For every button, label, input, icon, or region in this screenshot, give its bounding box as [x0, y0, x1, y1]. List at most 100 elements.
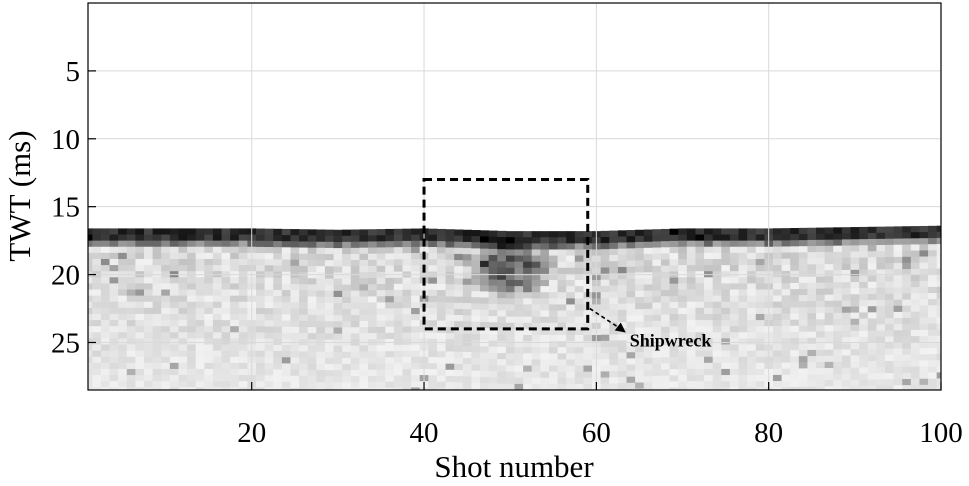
heatmap-cell	[712, 332, 722, 339]
heatmap-cell	[454, 388, 464, 390]
heatmap-cell	[118, 381, 128, 388]
heatmap-cell	[738, 277, 748, 284]
heatmap-cell	[471, 327, 481, 335]
heatmap-cell	[118, 368, 128, 376]
heatmap-cell	[256, 326, 266, 334]
heatmap-cell	[824, 227, 834, 235]
heatmap-cell	[566, 390, 575, 397]
heatmap-cell	[385, 381, 395, 389]
heatmap-cell	[781, 246, 791, 254]
heatmap-cell	[376, 369, 386, 377]
heatmap-cell	[652, 247, 662, 255]
heatmap-cell	[256, 381, 266, 389]
heatmap-cell	[161, 307, 171, 315]
heatmap-cell	[548, 231, 559, 238]
heatmap-cell	[583, 335, 593, 342]
heatmap-cell	[609, 365, 619, 372]
heatmap-cell	[729, 356, 740, 364]
heatmap-cell	[833, 318, 843, 326]
heatmap-cell	[617, 260, 628, 268]
heatmap-cell	[695, 313, 705, 321]
heatmap-cell	[635, 248, 645, 255]
heatmap-cell	[790, 240, 800, 247]
heatmap-cell	[92, 320, 102, 327]
heatmap-cell	[161, 344, 171, 352]
heatmap-cell	[807, 258, 817, 265]
heatmap-cell	[92, 295, 102, 303]
heatmap-cell	[273, 326, 283, 334]
heatmap-cell	[445, 284, 455, 291]
heatmap-cell	[686, 332, 697, 339]
heatmap-cell	[747, 344, 757, 352]
heatmap-cell	[135, 326, 145, 333]
heatmap-cell	[178, 234, 188, 242]
heatmap-cell	[643, 241, 653, 249]
heatmap-cell	[376, 375, 386, 383]
heatmap-cell	[195, 338, 205, 346]
heatmap-cell	[100, 307, 111, 315]
heatmap-cell	[238, 283, 248, 291]
heatmap-cell	[824, 306, 834, 314]
heatmap-cell	[729, 313, 740, 321]
heatmap-cell	[738, 283, 748, 291]
heatmap-cell	[187, 381, 197, 388]
heatmap-cell	[514, 261, 524, 269]
heatmap-cell	[471, 346, 481, 353]
heatmap-cell	[342, 296, 352, 304]
heatmap-cell	[574, 383, 585, 390]
heatmap-cell	[264, 363, 274, 370]
heatmap-cell	[316, 308, 326, 316]
heatmap-cell	[514, 371, 524, 379]
heatmap-cell	[204, 326, 214, 333]
heatmap-cell	[402, 369, 412, 376]
heatmap-cell	[436, 351, 447, 358]
heatmap-cell	[721, 228, 731, 236]
heatmap-cell	[721, 283, 731, 291]
heatmap-cell	[548, 335, 559, 342]
heatmap-cell	[454, 302, 464, 310]
heatmap-cell	[531, 255, 541, 263]
heatmap-cell	[876, 238, 886, 246]
heatmap-cell	[695, 289, 705, 297]
heatmap-cell	[686, 356, 697, 364]
heatmap-cell	[497, 243, 507, 250]
heatmap-cell	[893, 330, 903, 337]
heatmap-cell	[919, 244, 929, 252]
heatmap-cell	[790, 362, 800, 370]
heatmap-cell	[100, 375, 111, 382]
heatmap-cell	[402, 283, 412, 291]
heatmap-cell	[695, 252, 705, 260]
heatmap-cell	[376, 381, 386, 389]
heatmap-cell	[204, 295, 214, 303]
heatmap-cell	[238, 362, 248, 370]
heatmap-cell	[204, 381, 214, 388]
heatmap-cell	[505, 347, 516, 354]
x-tick-label: 80	[754, 417, 783, 449]
heatmap-cell	[747, 258, 757, 266]
heatmap-cell	[100, 368, 111, 376]
heatmap-cell	[88, 362, 93, 370]
heatmap-cell	[428, 277, 438, 285]
heatmap-cell	[678, 313, 688, 321]
heatmap-cell	[859, 318, 869, 326]
heatmap-cell	[824, 319, 834, 326]
heatmap-cell	[523, 273, 533, 281]
heatmap-cell	[600, 243, 610, 250]
heatmap-cell	[368, 284, 378, 291]
heatmap-cell	[652, 259, 662, 267]
heatmap-cell	[169, 307, 180, 315]
heatmap-cell	[161, 258, 171, 266]
heatmap-cell	[480, 279, 490, 286]
heatmap-cell	[428, 240, 438, 248]
heatmap-cell	[514, 298, 524, 306]
heatmap-cell	[790, 289, 800, 296]
heatmap-cell	[643, 229, 653, 237]
heatmap-cell	[281, 314, 292, 322]
heatmap-cell	[212, 381, 223, 388]
heatmap-cell	[462, 241, 473, 249]
heatmap-cell	[600, 267, 610, 275]
heatmap-cell	[376, 351, 386, 359]
heatmap-cell	[686, 252, 697, 260]
heatmap-cell	[178, 368, 188, 376]
heatmap-cell	[178, 362, 188, 370]
